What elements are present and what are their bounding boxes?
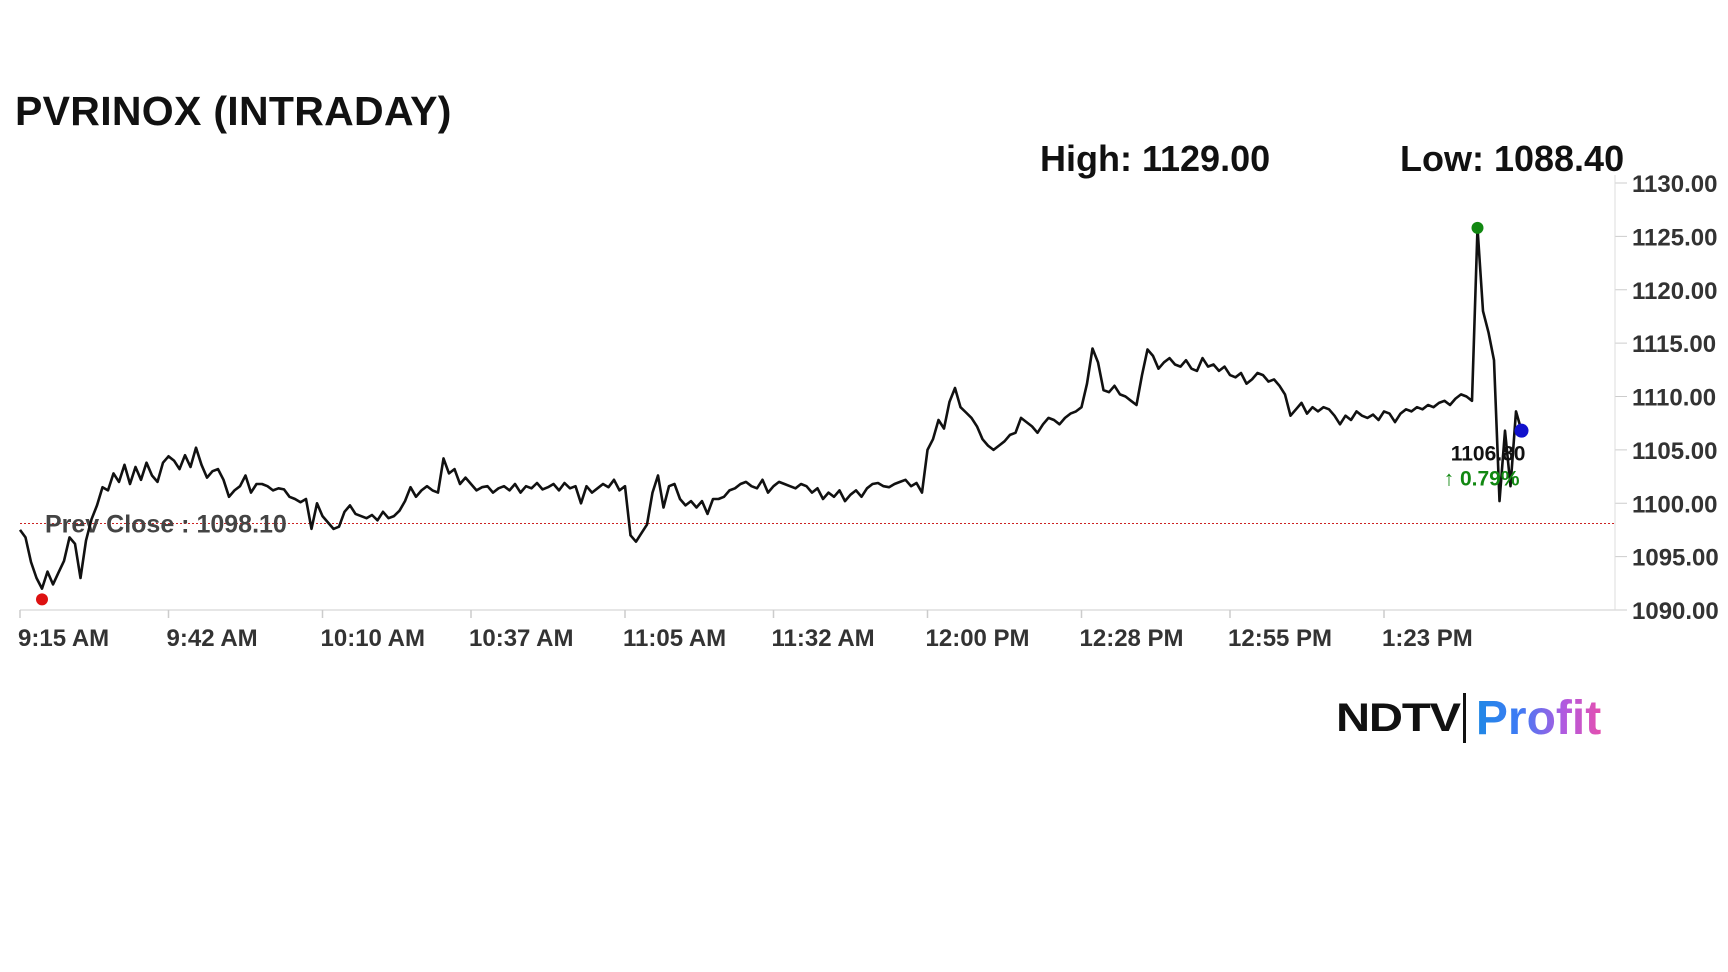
y-tick-label: 1100.00 (1632, 491, 1717, 518)
x-tick-label: 9:15 AM (18, 625, 109, 652)
x-tick-label: 11:32 AM (772, 625, 875, 652)
high-price-label: High: 1129.00 (1040, 138, 1271, 179)
y-tick-label: 1115.00 (1632, 331, 1716, 358)
x-tick-label: 1:23 PM (1382, 625, 1473, 652)
y-tick-label: 1095.00 (1632, 545, 1719, 572)
x-tick-label: 10:37 AM (469, 625, 573, 652)
logo-ndtv-text: NDTV (1336, 695, 1461, 740)
x-tick-label: 12:28 PM (1080, 625, 1184, 652)
y-axis-ticks: 1130.00 1125.00 1120.00 1115.00 1110.00 1105.… (1614, 171, 1719, 625)
x-tick-label: 9:42 AM (167, 625, 258, 652)
chart-title: PVRINOX (INTRADAY) (15, 88, 452, 134)
x-tick-label: 12:55 PM (1228, 625, 1332, 652)
x-tick-label: 11:05 AM (623, 625, 726, 652)
logo-divider (1462, 693, 1466, 743)
y-tick-label: 1125.00 (1632, 224, 1717, 251)
y-tick-label: 1105.00 (1632, 438, 1717, 465)
last-price-label: 1106.80 (1451, 443, 1526, 466)
x-tick-label: 12:00 PM (926, 625, 1030, 652)
last-change-label: ↑ 0.79% (1444, 468, 1520, 491)
logo-profit-text: Profit (1475, 691, 1602, 745)
x-tick-label: 10:10 AM (321, 625, 425, 652)
ndtv-profit-logo: NDTV Profit (1336, 690, 1601, 746)
low-price-label: Low: 1088.40 (1400, 138, 1625, 179)
high-marker (1471, 221, 1484, 234)
price-line (18, 226, 1523, 590)
y-tick-label: 1120.00 (1632, 278, 1717, 305)
y-tick-label: 1130.00 (1632, 171, 1717, 198)
y-tick-label: 1110.00 (1632, 385, 1716, 412)
last-price-marker (1514, 423, 1529, 438)
y-tick-label: 1090.00 (1632, 598, 1719, 625)
x-axis-ticks: 9:15 AM 9:42 AM 10:10 AM 10:37 AM 11:05 AM 11… (18, 609, 1615, 652)
low-marker (36, 593, 48, 606)
prev-close-label: Prev Close : 1098.10 (45, 511, 287, 539)
